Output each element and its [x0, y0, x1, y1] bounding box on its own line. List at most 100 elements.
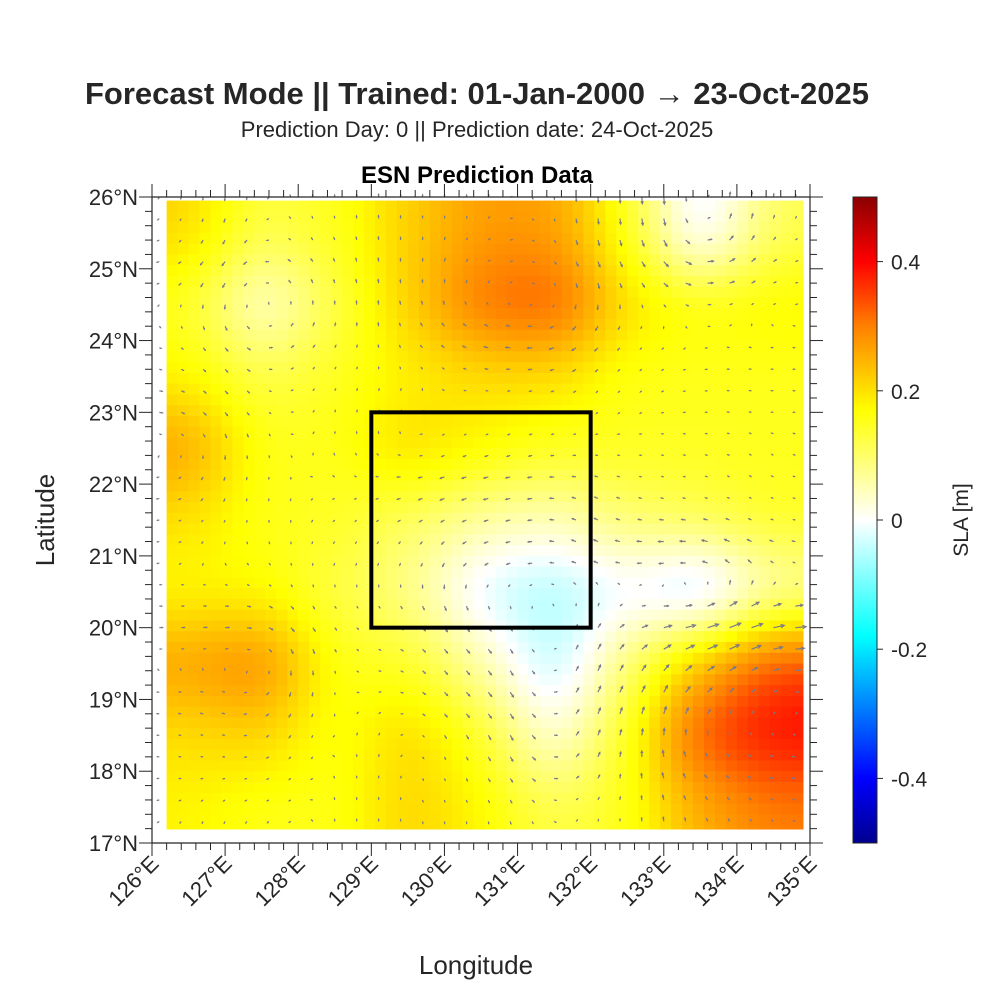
quiver-arrow — [465, 713, 471, 719]
heatmap-cell — [440, 222, 453, 234]
heatmap-cell — [210, 383, 223, 396]
quiver-arrow — [265, 713, 270, 717]
heatmap-cell — [451, 480, 464, 493]
heatmap-cell — [638, 351, 650, 363]
quiver-arrow — [575, 797, 579, 801]
heatmap-cell — [166, 480, 179, 493]
heatmap-cell — [572, 825, 585, 830]
heatmap-cell — [254, 674, 267, 686]
heatmap-cell — [265, 232, 278, 245]
heatmap-cell — [561, 459, 574, 471]
heatmap-cell — [780, 663, 793, 676]
heatmap-cell — [758, 426, 771, 439]
heatmap-cell — [265, 599, 278, 611]
quiver-arrow — [526, 497, 533, 501]
heatmap-cell — [386, 254, 398, 266]
heatmap-cell — [682, 695, 694, 708]
heatmap-cell — [660, 200, 672, 213]
heatmap-cell — [715, 749, 727, 762]
heatmap-cell — [506, 642, 519, 654]
heatmap-cell — [660, 372, 672, 385]
heatmap-cell — [495, 286, 508, 299]
heatmap-cell — [386, 545, 398, 557]
heatmap-cell — [418, 674, 431, 686]
heatmap-cell — [715, 728, 727, 740]
heatmap-cell — [287, 685, 300, 697]
heatmap-cell — [572, 782, 585, 794]
quiver-arrow — [594, 454, 599, 457]
heatmap-cell — [418, 340, 431, 353]
heatmap-cell — [188, 362, 201, 374]
quiver-arrow — [334, 584, 336, 588]
heatmap-cell — [375, 588, 387, 600]
heatmap-cell — [605, 609, 618, 622]
quiver-arrow — [506, 390, 511, 392]
heatmap-cell — [682, 728, 694, 740]
heatmap-cell — [517, 437, 530, 450]
heatmap-cell — [495, 459, 508, 471]
heatmap-cell — [605, 706, 618, 719]
heatmap-cell — [495, 437, 508, 450]
heatmap-cell — [484, 243, 497, 256]
quiver-arrow — [200, 239, 204, 245]
quiver-arrow — [685, 706, 689, 715]
quiver-arrow — [400, 754, 403, 758]
heatmap-cell — [693, 415, 705, 428]
heatmap-cell — [353, 588, 365, 600]
heatmap-cell — [758, 480, 771, 493]
heatmap-cell — [243, 512, 256, 525]
heatmap-cell — [265, 566, 278, 579]
heatmap-cell — [594, 760, 607, 773]
heatmap-cell — [758, 577, 771, 589]
heatmap-cell — [758, 663, 771, 676]
heatmap-cell — [736, 491, 749, 503]
heatmap-cell — [550, 265, 563, 277]
heatmap-cell — [583, 782, 596, 794]
heatmap-cell — [682, 631, 694, 643]
heatmap-cell — [199, 351, 212, 363]
heatmap-cell — [386, 222, 398, 234]
quiver-arrow — [461, 519, 467, 523]
quiver-arrow — [792, 497, 796, 500]
heatmap-cell — [506, 502, 519, 514]
heatmap-cell — [364, 243, 376, 256]
heatmap-cell — [276, 534, 289, 546]
quiver-arrow — [356, 711, 360, 715]
heatmap-cell — [638, 663, 650, 676]
heatmap-cell — [407, 265, 420, 277]
quiver-arrow — [663, 239, 668, 248]
heatmap-cell — [769, 771, 782, 783]
quiver-arrow — [532, 282, 536, 285]
quiver-arrow — [638, 433, 642, 435]
heatmap-cell — [736, 286, 749, 299]
heatmap-cell — [572, 222, 585, 234]
heatmap-cell — [177, 437, 190, 450]
heatmap-cell — [243, 426, 256, 439]
heatmap-cell — [407, 771, 420, 783]
heatmap-cell — [265, 211, 278, 223]
heatmap-cell — [517, 319, 530, 331]
heatmap-cell — [539, 491, 552, 503]
heatmap-cell — [671, 372, 683, 385]
heatmap-cell — [265, 609, 278, 622]
heatmap-cell — [407, 728, 420, 740]
heatmap-cell — [506, 426, 519, 439]
heatmap-cell — [736, 782, 749, 794]
heatmap-cell — [407, 308, 420, 320]
heatmap-cell — [342, 825, 354, 830]
heatmap-cell — [320, 717, 332, 729]
heatmap-cell — [462, 685, 475, 697]
quiver-arrow — [554, 712, 559, 715]
quiver-arrow — [157, 304, 160, 308]
heatmap-cell — [693, 706, 705, 719]
heatmap-cell — [539, 760, 552, 773]
heatmap-cell — [177, 652, 190, 665]
heatmap-cell — [539, 469, 552, 482]
heatmap-cell — [638, 362, 650, 374]
quiver-arrow — [443, 778, 446, 782]
heatmap-cell — [265, 545, 278, 557]
quiver-arrow — [504, 476, 511, 479]
heatmap-cell — [309, 372, 321, 385]
heatmap-cell — [682, 265, 694, 277]
heatmap-cell — [232, 631, 245, 643]
